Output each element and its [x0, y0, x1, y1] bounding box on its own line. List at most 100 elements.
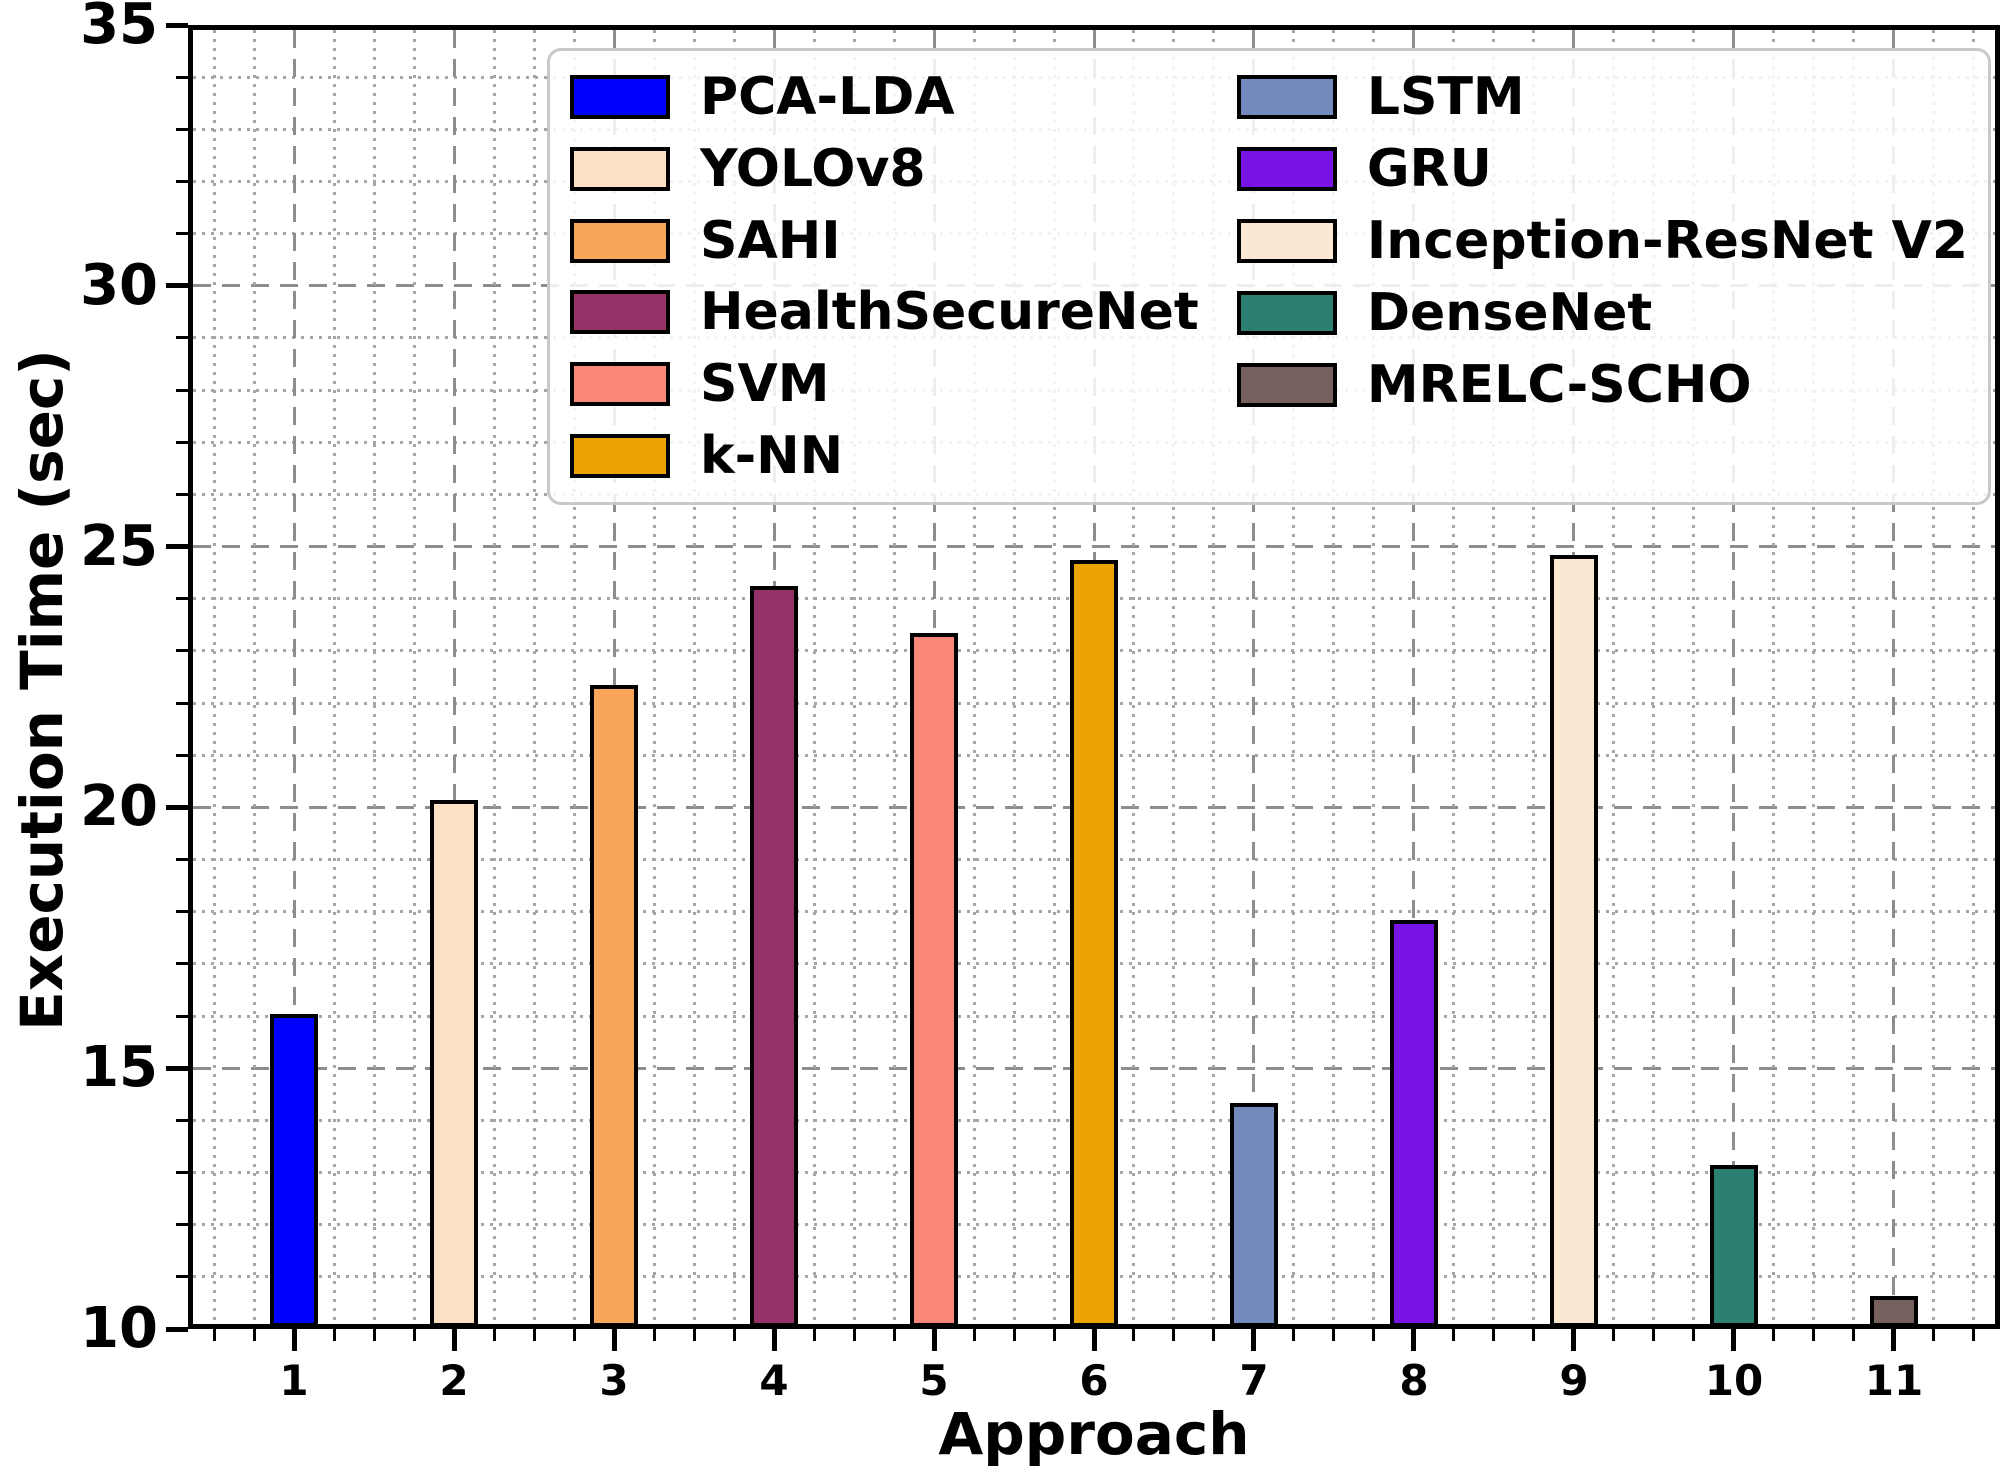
legend-item: LSTM: [1236, 61, 1968, 133]
grid-major-v: [1252, 30, 1255, 1324]
x-tick-label: 2: [439, 1356, 469, 1405]
y-tick-minor: [176, 1275, 188, 1278]
x-tick-minor: [1292, 1329, 1295, 1341]
x-tick-label: 3: [599, 1356, 629, 1405]
x-tick-label: 11: [1864, 1356, 1924, 1405]
legend-swatch-icon: [1236, 291, 1337, 335]
y-tick-minor: [176, 389, 188, 392]
x-tick-minor: [853, 1329, 856, 1341]
x-tick-major: [932, 1329, 937, 1351]
grid-minor-v: [493, 30, 496, 1324]
grid-minor-v: [1812, 30, 1815, 1324]
y-tick-major: [166, 544, 188, 549]
legend-swatch-icon: [570, 362, 670, 407]
y-tick-major: [166, 283, 188, 288]
x-tick-minor: [1332, 1329, 1335, 1341]
x-tick-minor: [333, 1329, 336, 1341]
grid-minor-v: [573, 30, 576, 1324]
legend-column-2: LSTM GRU Inception-ResNet V2 DenseNet MRELC-…: [1236, 61, 1968, 492]
x-tick-minor: [1013, 1329, 1016, 1341]
x-tick-minor: [693, 1329, 696, 1341]
y-tick-label: 20: [80, 774, 158, 839]
x-tick-minor: [413, 1329, 416, 1341]
bar-healthsecurenet: [750, 586, 798, 1327]
x-tick-minor: [1972, 1329, 1975, 1341]
x-tick-minor: [893, 1329, 896, 1341]
grid-minor-v: [653, 30, 656, 1324]
grid-major-v: [293, 30, 296, 1324]
x-tick-major: [452, 1329, 457, 1351]
y-tick-major: [166, 1066, 188, 1071]
legend-item: MRELC-SCHO: [1236, 349, 1968, 421]
x-tick-minor: [1492, 1329, 1495, 1341]
y-tick-minor: [176, 910, 188, 913]
y-tick-minor: [176, 441, 188, 444]
grid-minor-v: [893, 30, 896, 1324]
grid-minor-v: [1212, 30, 1215, 1324]
legend-label: SVM: [700, 354, 830, 415]
x-axis-title: Approach: [938, 1400, 1250, 1468]
grid-minor-v: [1132, 30, 1135, 1324]
legend-column-1: PCA-LDA YOLOv8 SAHI HealthSecureNet SVM k-NN: [570, 61, 1237, 492]
grid-minor-v: [1332, 30, 1335, 1324]
legend-label: k-NN: [700, 426, 844, 487]
x-tick-minor: [493, 1329, 496, 1341]
grid-minor-v: [1852, 30, 1855, 1324]
legend-swatch-icon: [1236, 363, 1337, 407]
x-tick-minor: [1612, 1329, 1615, 1341]
grid-minor-v: [1053, 30, 1056, 1324]
y-tick-minor: [176, 1223, 188, 1226]
x-tick-major: [1731, 1329, 1736, 1351]
legend-item: YOLOv8: [570, 133, 1237, 205]
y-tick-minor: [176, 597, 188, 600]
y-tick-major: [166, 805, 188, 810]
y-tick-minor: [176, 232, 188, 235]
legend-item: DenseNet: [1236, 277, 1968, 349]
x-tick-minor: [653, 1329, 656, 1341]
x-tick-major: [1251, 1329, 1256, 1351]
y-tick-minor: [176, 1015, 188, 1018]
y-tick-minor: [176, 858, 188, 861]
y-tick-label: 25: [80, 514, 158, 579]
grid-minor-v: [373, 30, 376, 1324]
legend-label: YOLOv8: [700, 138, 926, 199]
x-tick-label: 4: [759, 1356, 789, 1405]
x-tick-minor: [1652, 1329, 1655, 1341]
legend-item: GRU: [1236, 133, 1968, 205]
bar-lstm: [1230, 1103, 1278, 1327]
y-tick-minor: [176, 180, 188, 183]
x-tick-minor: [733, 1329, 736, 1341]
grid-minor-v: [853, 30, 856, 1324]
x-tick-major: [612, 1329, 617, 1351]
y-tick-minor: [176, 1171, 188, 1174]
y-tick-major: [166, 1327, 188, 1332]
legend-label: DenseNet: [1366, 283, 1653, 343]
bar-yolov8: [430, 800, 478, 1327]
grid-minor-v: [1612, 30, 1615, 1324]
grid-minor-v: [1932, 30, 1935, 1324]
bar-pca-lda: [270, 1014, 318, 1327]
legend-swatch-icon: [1236, 147, 1337, 191]
legend-item: PCA-LDA: [570, 61, 1237, 133]
x-tick-minor: [1053, 1329, 1056, 1341]
legend-label: MRELC-SCHO: [1366, 355, 1752, 415]
x-tick-label: 8: [1399, 1356, 1429, 1405]
grid-minor-v: [533, 30, 536, 1324]
grid-minor-v: [1692, 30, 1695, 1324]
y-tick-label: 35: [80, 0, 158, 57]
legend-swatch-icon: [1236, 219, 1337, 263]
x-tick-label: 6: [1079, 1356, 1109, 1405]
y-tick-minor: [176, 754, 188, 757]
grid-minor-v: [693, 30, 696, 1324]
y-tick-label: 15: [80, 1035, 158, 1100]
legend-label: Inception-ResNet V2: [1366, 211, 1968, 271]
legend-swatch-icon: [570, 218, 670, 263]
x-tick-minor: [373, 1329, 376, 1341]
y-tick-label: 30: [80, 253, 158, 318]
legend-label: HealthSecureNet: [700, 282, 1199, 343]
legend-item: SVM: [570, 348, 1237, 420]
y-tick-minor: [176, 76, 188, 79]
grid-minor-v: [253, 30, 256, 1324]
y-tick-label: 10: [80, 1296, 158, 1361]
